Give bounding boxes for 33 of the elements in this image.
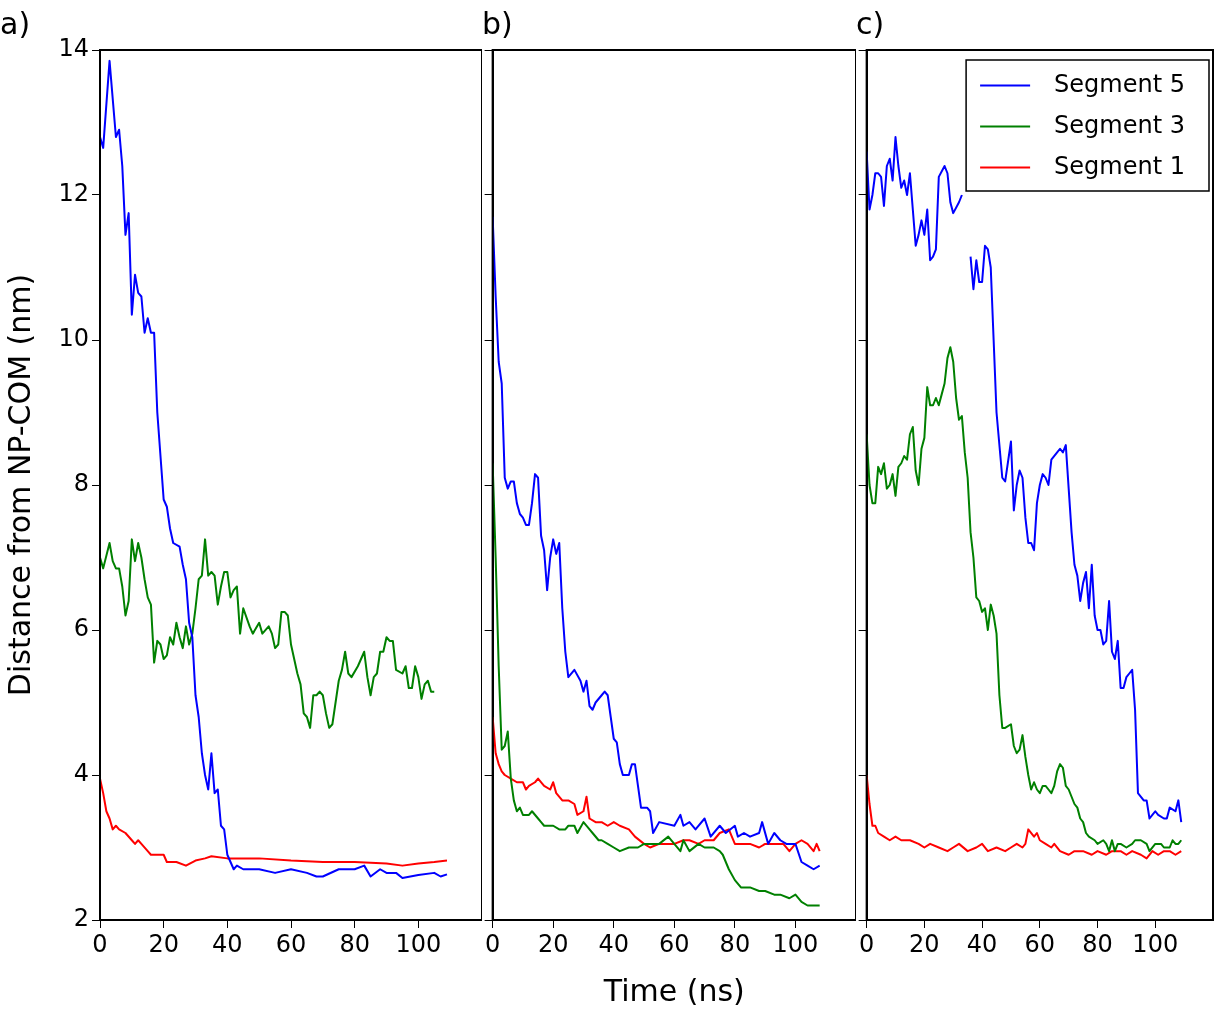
x-tick-label: 60	[659, 929, 690, 958]
y-tick-label: 2	[73, 904, 89, 933]
y-tick-label: 14	[58, 34, 89, 63]
x-tick-label: 80	[1082, 929, 1113, 958]
x-tick-label: 100	[1132, 929, 1179, 958]
x-tick-label: 40	[598, 929, 630, 958]
y-tick-label: 8	[73, 469, 89, 498]
x-tick-label: 40	[212, 929, 243, 958]
y-tick-label: 12	[58, 179, 89, 208]
x-tick-label: 60	[275, 929, 307, 958]
x-tick-label: 80	[719, 929, 751, 958]
legend-label: Segment 5	[1054, 69, 1186, 98]
x-tick-label: 20	[909, 929, 940, 958]
chart-title: b)	[482, 5, 513, 41]
x-tick-label: 20	[148, 929, 179, 958]
x-axis-title: Time (ns)	[602, 972, 745, 1008]
x-tick-label: 60	[1024, 929, 1056, 958]
chart-title: c)	[856, 5, 885, 41]
y-tick-label: 6	[73, 614, 89, 643]
legend-label: Segment 1	[1054, 151, 1186, 180]
x-tick-label: 20	[537, 929, 569, 958]
y-tick-label: 10	[58, 324, 89, 353]
y-axis-title: Distance from NP-COM (nm)	[1, 273, 37, 697]
x-tick-label: 0	[484, 929, 501, 958]
x-tick-label: 40	[966, 929, 998, 958]
y-tick-label: 4	[73, 759, 89, 788]
legend-label: Segment 3	[1054, 110, 1186, 139]
x-tick-label: 0	[92, 929, 108, 958]
chart-title: a)	[0, 5, 31, 41]
x-tick-label: 100	[772, 929, 819, 958]
x-tick-label: 80	[339, 929, 370, 958]
x-tick-label: 100	[395, 929, 442, 958]
x-tick-label: 0	[858, 929, 875, 958]
